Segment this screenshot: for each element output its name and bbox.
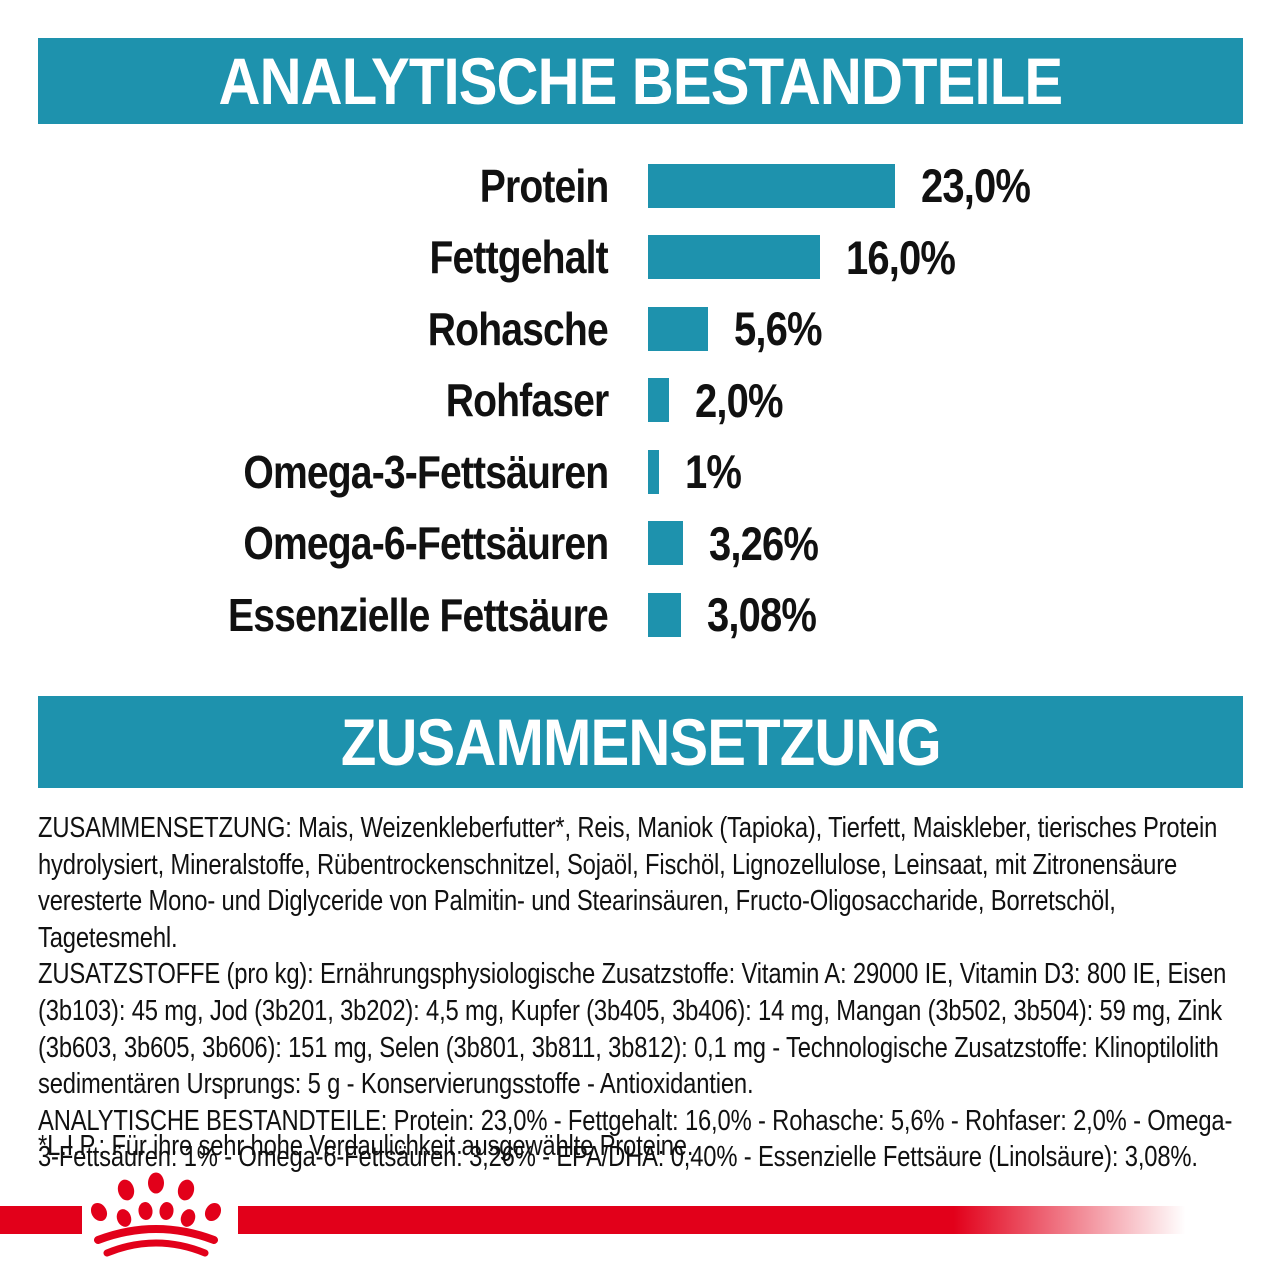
section-title: ZUSAMMENSETZUNG bbox=[340, 705, 942, 779]
chart-category-label: Protein bbox=[479, 159, 609, 212]
chart-row: Rohfaser 2,0% bbox=[0, 365, 1280, 437]
chart-value-label: 3,26% bbox=[709, 516, 819, 570]
chart-bar bbox=[648, 306, 709, 351]
composition-text-block: ZUSAMMENSETZUNG: Mais, Weizenkleberfutte… bbox=[38, 810, 1252, 1176]
royal-canin-crown-icon bbox=[90, 1172, 222, 1257]
chart-value-label: 3,08% bbox=[707, 588, 817, 642]
chart-value-label: 1% bbox=[684, 445, 742, 499]
paragraph-analytische-bestandteile: ANALYTISCHE BESTANDTEILE: Protein: 23,0%… bbox=[38, 1104, 1233, 1174]
chart-bar bbox=[648, 521, 683, 566]
section-title: ANALYTISCHE BESTANDTEILE bbox=[218, 44, 1064, 118]
chart-bar bbox=[648, 378, 670, 423]
analytical-components-bar-chart: Protein 23,0% Fettgehalt 16,0% Rohasche 5,6% R… bbox=[0, 150, 1280, 651]
chart-category-label: Rohasche bbox=[427, 302, 609, 355]
chart-category-label: Fettgehalt bbox=[429, 231, 609, 284]
chart-row: Protein 23,0% bbox=[0, 150, 1280, 222]
paragraph-zusatzstoffe: ZUSATZSTOFFE (pro kg): Ernährungsphysiol… bbox=[38, 958, 1227, 1101]
chart-row: Omega-3-Fettsäuren 1% bbox=[0, 436, 1280, 508]
chart-category-label: Omega-3-Fettsäuren bbox=[243, 445, 609, 498]
chart-value-label: 16,0% bbox=[845, 230, 956, 284]
chart-category-label: Omega-6-Fettsäuren bbox=[243, 517, 609, 570]
lip-footnote: *L.I.P.: Für ihre sehr hohe Verdaulichke… bbox=[38, 1130, 694, 1162]
red-stripe-left-segment bbox=[0, 1206, 82, 1234]
chart-value-label: 2,0% bbox=[695, 373, 784, 427]
chart-row: Omega-6-Fettsäuren 3,26% bbox=[0, 508, 1280, 580]
chart-row: Essenzielle Fettsäure 3,08% bbox=[0, 579, 1280, 651]
chart-category-label: Essenzielle Fettsäure bbox=[228, 588, 609, 641]
chart-row: Rohasche 5,6% bbox=[0, 293, 1280, 365]
section-header-analytische-bestandteile: ANALYTISCHE BESTANDTEILE bbox=[38, 38, 1243, 124]
chart-bar bbox=[648, 163, 896, 208]
chart-value-label: 5,6% bbox=[734, 302, 823, 356]
chart-category-label: Rohfaser bbox=[445, 374, 609, 427]
chart-value-label: 23,0% bbox=[921, 159, 1031, 213]
paragraph-zusammensetzung: ZUSAMMENSETZUNG: Mais, Weizenkleberfutte… bbox=[38, 812, 1218, 954]
section-header-zusammensetzung: ZUSAMMENSETZUNG bbox=[38, 696, 1243, 788]
chart-bar bbox=[648, 235, 820, 280]
red-stripe-right-segment bbox=[238, 1206, 1205, 1234]
chart-row: Fettgehalt 16,0% bbox=[0, 222, 1280, 294]
chart-bar bbox=[648, 592, 682, 637]
chart-bar bbox=[648, 449, 659, 494]
